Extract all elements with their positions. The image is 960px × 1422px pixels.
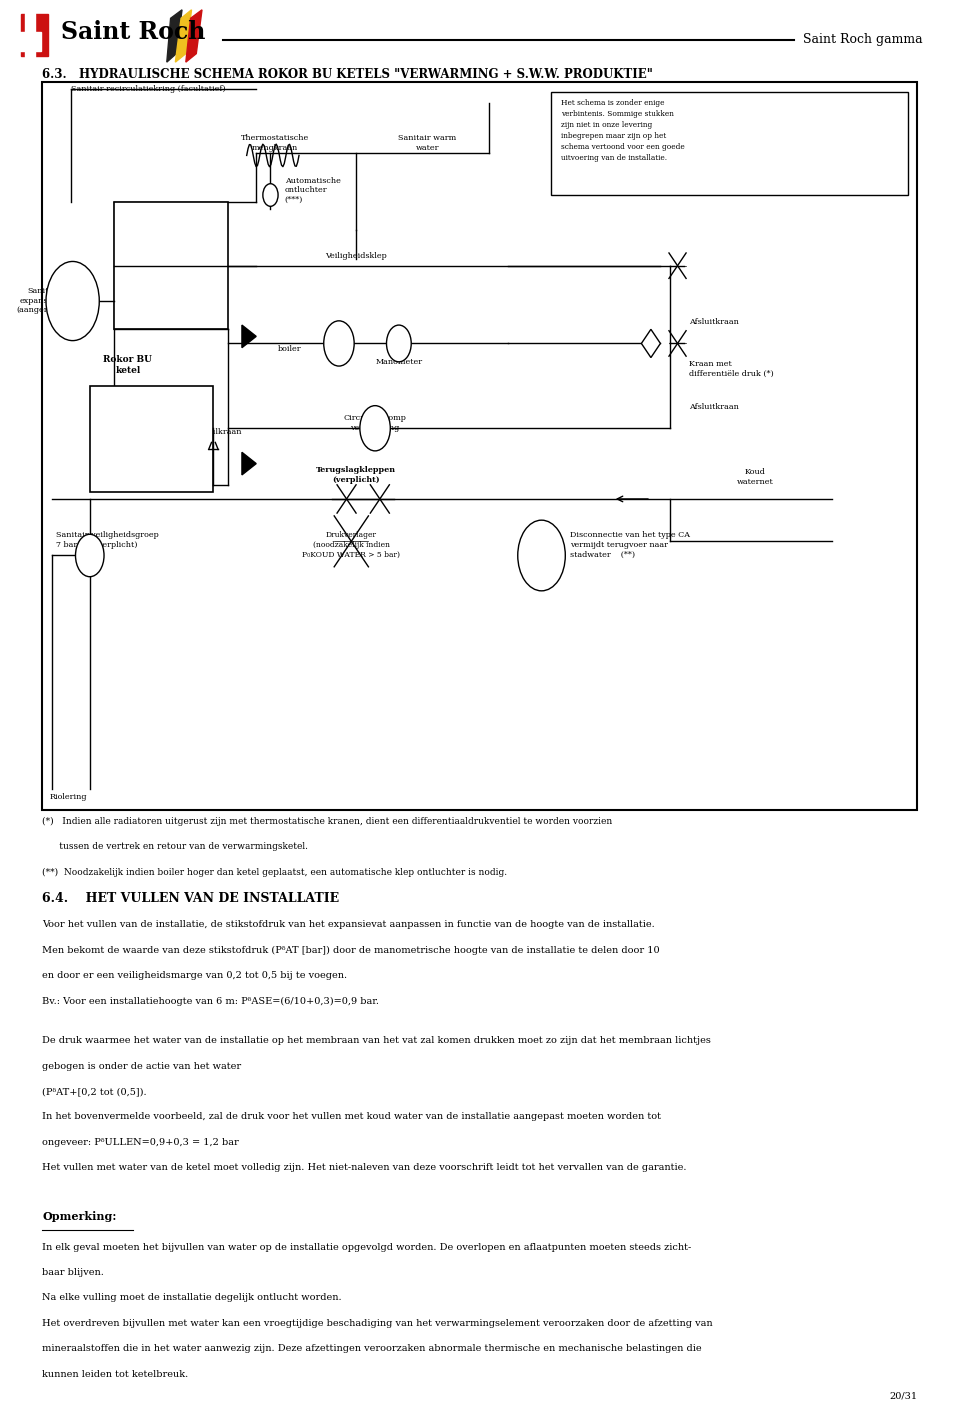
Bar: [21, 14, 48, 57]
Bar: [18, 33, 41, 51]
Text: ongeveer: PᵟULLEN=0,9+0,3 = 1,2 bar: ongeveer: PᵟULLEN=0,9+0,3 = 1,2 bar: [42, 1138, 239, 1148]
Text: 20/31: 20/31: [889, 1392, 917, 1401]
Text: Het overdreven bijvullen met water kan een vroegtijdige beschadiging van het ver: Het overdreven bijvullen met water kan e…: [42, 1318, 713, 1328]
Text: Circulatiepomp
verwarming: Circulatiepomp verwarming: [344, 414, 406, 432]
Text: Boiler: Boiler: [154, 276, 187, 284]
Circle shape: [263, 183, 278, 206]
Text: De druk waarmee het water van de installatie op het membraan van het vat zal kom: De druk waarmee het water van de install…: [42, 1037, 711, 1045]
Text: Sanitair recirculatiekring (facultatief): Sanitair recirculatiekring (facultatief): [71, 85, 226, 92]
Text: Drukverlager
(noodzakelijk indien
P₀KOUD WATER > 5 bar): Drukverlager (noodzakelijk indien P₀KOUD…: [302, 532, 400, 559]
Text: Kraan met
differentiële druk (*): Kraan met differentiële druk (*): [689, 360, 774, 378]
Text: (**)  Noodzakelijk indien boiler hoger dan ketel geplaatst, een automatische kle: (**) Noodzakelijk indien boiler hoger da…: [42, 867, 507, 877]
Text: boiler: boiler: [277, 346, 301, 353]
Text: In elk geval moeten het bijvullen van water op de installatie opgevolgd worden. : In elk geval moeten het bijvullen van wa…: [42, 1243, 691, 1251]
Text: Exp.
vat: Exp. vat: [330, 344, 348, 361]
Text: Het vullen met water van de ketel moet volledig zijn. Het niet-naleven van deze : Het vullen met water van de ketel moet v…: [42, 1163, 686, 1172]
Text: In het bovenvermelde voorbeeld, zal de druk voor het vullen met koud water van d: In het bovenvermelde voorbeeld, zal de d…: [42, 1112, 661, 1122]
Text: Disconnectie van het type CA
vermijdt terugvoer naar
stadwater    (**): Disconnectie van het type CA vermijdt te…: [570, 532, 690, 559]
Text: Saint Roch: Saint Roch: [61, 20, 205, 44]
Text: en door er een veiligheidsmarge van 0,2 tot 0,5 bij te voegen.: en door er een veiligheidsmarge van 0,2 …: [42, 971, 348, 980]
Text: (PᵟAT+[0,2 tot (0,5]).: (PᵟAT+[0,2 tot (0,5]).: [42, 1086, 147, 1096]
Polygon shape: [242, 452, 256, 475]
Text: Afsluitkraan: Afsluitkraan: [689, 402, 739, 411]
Text: baar blijven.: baar blijven.: [42, 1268, 104, 1277]
Text: tussen de vertrek en retour van de verwarmingsketel.: tussen de vertrek en retour van de verwa…: [42, 842, 308, 852]
Text: Het schema is zonder enige
verbintenis. Sommige stukken
zijn niet in onze leveri: Het schema is zonder enige verbintenis. …: [561, 100, 684, 162]
Text: Sanitair warm
water: Sanitair warm water: [398, 134, 457, 152]
Text: Rokor BU
ketel: Rokor BU ketel: [104, 354, 153, 375]
Text: Bv.: Voor een installatiehoogte van 6 m: PᵟASE=(6/10+0,3)=0,9 bar.: Bv.: Voor een installatiehoogte van 6 m:…: [42, 997, 379, 1005]
Text: Koud
waternet: Koud waternet: [737, 468, 774, 486]
Circle shape: [517, 520, 565, 590]
Text: Men bekomt de waarde van deze stikstofdruk (PᵟAT [bar]) door de manometrische ho: Men bekomt de waarde van deze stikstofdr…: [42, 946, 660, 954]
Text: Voor het vullen van de installatie, de stikstofdruk van het expansievat aanpasse: Voor het vullen van de installatie, de s…: [42, 920, 655, 929]
Text: (*)   Indien alle radiatoren uitgerust zijn met thermostatische kranen, dient ee: (*) Indien alle radiatoren uitgerust zij…: [42, 818, 612, 826]
Text: 6.3.   HYDRAULISCHE SCHEMA ROKOR BU KETELS "VERWARMING + S.W.W. PRODUKTIE": 6.3. HYDRAULISCHE SCHEMA ROKOR BU KETELS…: [42, 68, 653, 81]
Text: Automatische
ontluchter
(***): Automatische ontluchter (***): [285, 176, 341, 205]
Text: Vulkraan: Vulkraan: [204, 428, 241, 437]
Circle shape: [46, 262, 99, 341]
Polygon shape: [186, 10, 202, 63]
Bar: [90, 385, 213, 492]
Circle shape: [360, 405, 391, 451]
Text: Saint Roch gamma: Saint Roch gamma: [804, 33, 923, 46]
Text: Veiligheidsklep: Veiligheidsklep: [325, 252, 387, 260]
Text: Manometer: Manometer: [375, 357, 422, 365]
Text: gebogen is onder de actie van het water: gebogen is onder de actie van het water: [42, 1062, 241, 1071]
Text: Terugslagkleppen
(verplicht): Terugslagkleppen (verplicht): [316, 466, 396, 485]
Polygon shape: [167, 10, 182, 63]
Text: Sanitair veiligheidsgroep
7 bar NF (verplicht): Sanitair veiligheidsgroep 7 bar NF (verp…: [57, 532, 159, 549]
Text: Afsluitkraan: Afsluitkraan: [689, 319, 739, 326]
Text: Riolering: Riolering: [50, 793, 87, 801]
Text: 6.4.    HET VULLEN VAN DE INSTALLATIE: 6.4. HET VULLEN VAN DE INSTALLATIE: [42, 892, 339, 904]
Text: Thermostatische
mengkraan: Thermostatische mengkraan: [241, 134, 309, 152]
Polygon shape: [176, 10, 192, 63]
Bar: [42, 82, 917, 811]
Bar: [25, 6, 35, 65]
Circle shape: [387, 326, 411, 361]
Polygon shape: [641, 330, 660, 357]
Text: Opmerking:: Opmerking:: [42, 1212, 116, 1223]
Text: mineraalstoffen die in het water aanwezig zijn. Deze afzettingen veroorzaken abn: mineraalstoffen die in het water aanwezi…: [42, 1344, 702, 1354]
Bar: [551, 92, 908, 195]
Polygon shape: [242, 326, 256, 348]
Text: Sanitair
expansievat
(aangeraden): Sanitair expansievat (aangeraden): [16, 287, 71, 314]
Circle shape: [324, 321, 354, 365]
Text: Na elke vulling moet de installatie degelijk ontlucht worden.: Na elke vulling moet de installatie dege…: [42, 1294, 342, 1303]
Circle shape: [76, 535, 104, 577]
Text: kunnen leiden tot ketelbreuk.: kunnen leiden tot ketelbreuk.: [42, 1369, 188, 1379]
Bar: [113, 202, 228, 330]
